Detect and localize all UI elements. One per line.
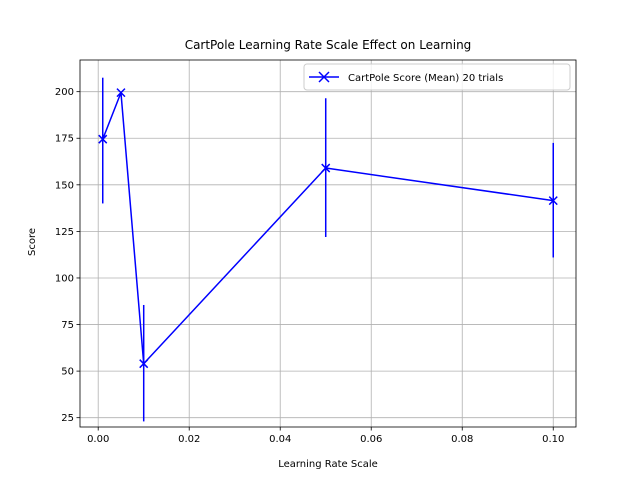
x-tick-label: 0.10 <box>542 434 564 445</box>
data-point-marker <box>321 163 331 173</box>
x-tick-label: 0.00 <box>87 434 109 445</box>
y-tick-label: 50 <box>61 367 74 378</box>
y-tick-label: 150 <box>55 180 74 191</box>
data-point-marker <box>98 134 108 144</box>
ticks: 0.00 0.02 0.04 0.06 0.08 0.10 25 50 75 100 125 150 1… <box>55 87 564 445</box>
data-point-marker <box>139 359 149 369</box>
legend-label: CartPole Score (Mean) 20 trials <box>348 73 503 84</box>
x-axis-label: Learning Rate Scale <box>278 459 378 470</box>
y-tick-label: 175 <box>55 134 74 145</box>
y-tick-label: 25 <box>61 413 74 424</box>
legend-marker-x <box>318 71 330 83</box>
data-point-marker <box>116 88 126 98</box>
y-axis-label: Score <box>27 228 38 256</box>
legend-box <box>303 63 571 91</box>
plot-frame <box>79 59 577 428</box>
legend: CartPole Score (Mean) 20 trials <box>303 63 571 91</box>
chart-title: CartPole Learning Rate Scale Effect on L… <box>185 38 472 52</box>
y-tick-label: 75 <box>61 320 74 331</box>
series-layer <box>98 77 558 422</box>
x-tick-label: 0.02 <box>178 434 200 445</box>
y-tick-label: 125 <box>55 227 74 238</box>
y-tick-label: 200 <box>55 87 74 98</box>
x-tick-label: 0.08 <box>451 434 473 445</box>
x-tick-label: 0.06 <box>360 434 382 445</box>
x-tick-label: 0.04 <box>269 434 291 445</box>
y-tick-label: 100 <box>55 273 74 284</box>
grid <box>80 60 576 427</box>
data-point-marker <box>548 196 558 206</box>
